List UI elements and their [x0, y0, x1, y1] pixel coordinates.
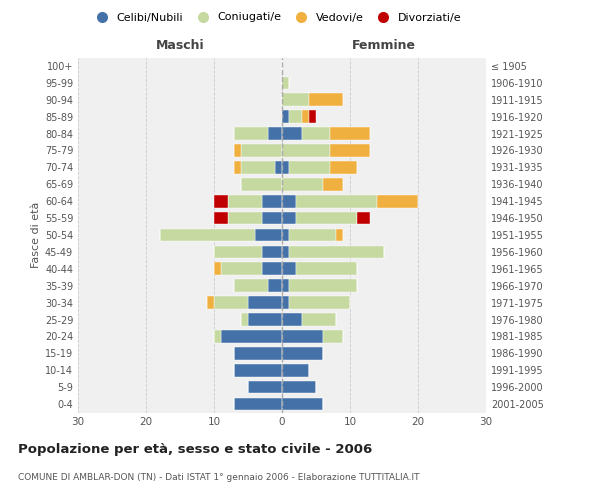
Bar	[221, 330, 282, 343]
Bar	[282, 76, 289, 89]
Bar	[262, 195, 282, 207]
Bar	[262, 212, 282, 224]
Bar	[235, 127, 268, 140]
Bar	[255, 228, 282, 241]
Bar	[289, 110, 302, 123]
Bar	[268, 127, 282, 140]
Bar	[282, 246, 289, 258]
Bar	[241, 313, 248, 326]
Bar	[282, 313, 302, 326]
Bar	[282, 212, 296, 224]
Bar	[262, 262, 282, 275]
Bar	[235, 280, 268, 292]
Bar	[282, 110, 289, 123]
Bar	[282, 296, 289, 309]
Bar	[289, 280, 357, 292]
Bar	[323, 178, 343, 190]
Bar	[214, 246, 262, 258]
Text: Popolazione per età, sesso e stato civile - 2006: Popolazione per età, sesso e stato civil…	[18, 442, 372, 456]
Bar	[282, 144, 329, 157]
Bar	[282, 262, 296, 275]
Bar	[289, 161, 329, 173]
Bar	[214, 212, 227, 224]
Bar	[302, 127, 329, 140]
Bar	[268, 280, 282, 292]
Bar	[296, 262, 357, 275]
Y-axis label: Fasce di età: Fasce di età	[31, 202, 41, 268]
Bar	[296, 212, 357, 224]
Bar	[282, 280, 289, 292]
Bar	[357, 212, 370, 224]
Bar	[282, 381, 316, 394]
Bar	[214, 195, 227, 207]
Bar	[282, 178, 323, 190]
Bar	[214, 330, 221, 343]
Bar	[241, 161, 275, 173]
Bar	[282, 195, 296, 207]
Text: Maschi: Maschi	[155, 40, 205, 52]
Bar	[282, 364, 309, 376]
Bar	[235, 144, 241, 157]
Bar	[337, 228, 343, 241]
Bar	[282, 347, 323, 360]
Bar	[262, 246, 282, 258]
Bar	[289, 246, 384, 258]
Bar	[248, 381, 282, 394]
Bar	[309, 94, 343, 106]
Bar	[241, 144, 282, 157]
Bar	[377, 195, 418, 207]
Bar	[282, 398, 323, 410]
Bar	[221, 262, 262, 275]
Bar	[235, 364, 282, 376]
Bar	[282, 94, 309, 106]
Bar	[282, 330, 323, 343]
Bar	[323, 330, 343, 343]
Text: COMUNE DI AMBLAR-DON (TN) - Dati ISTAT 1° gennaio 2006 - Elaborazione TUTTITALIA: COMUNE DI AMBLAR-DON (TN) - Dati ISTAT 1…	[18, 472, 419, 482]
Bar	[214, 262, 221, 275]
Bar	[214, 296, 248, 309]
Bar	[235, 347, 282, 360]
Bar	[248, 296, 282, 309]
Legend: Celibi/Nubili, Coniugati/e, Vedovi/e, Divorziati/e: Celibi/Nubili, Coniugati/e, Vedovi/e, Di…	[86, 8, 466, 27]
Bar	[160, 228, 255, 241]
Bar	[289, 228, 337, 241]
Bar	[289, 296, 350, 309]
Bar	[309, 110, 316, 123]
Bar	[227, 212, 262, 224]
Text: Femmine: Femmine	[352, 40, 416, 52]
Bar	[241, 178, 282, 190]
Bar	[207, 296, 214, 309]
Bar	[302, 313, 337, 326]
Bar	[329, 127, 370, 140]
Bar	[235, 161, 241, 173]
Bar	[282, 127, 302, 140]
Bar	[282, 228, 289, 241]
Bar	[282, 161, 289, 173]
Bar	[329, 161, 357, 173]
Bar	[227, 195, 262, 207]
Bar	[302, 110, 309, 123]
Bar	[296, 195, 377, 207]
Bar	[329, 144, 370, 157]
Bar	[235, 398, 282, 410]
Bar	[248, 313, 282, 326]
Bar	[275, 161, 282, 173]
